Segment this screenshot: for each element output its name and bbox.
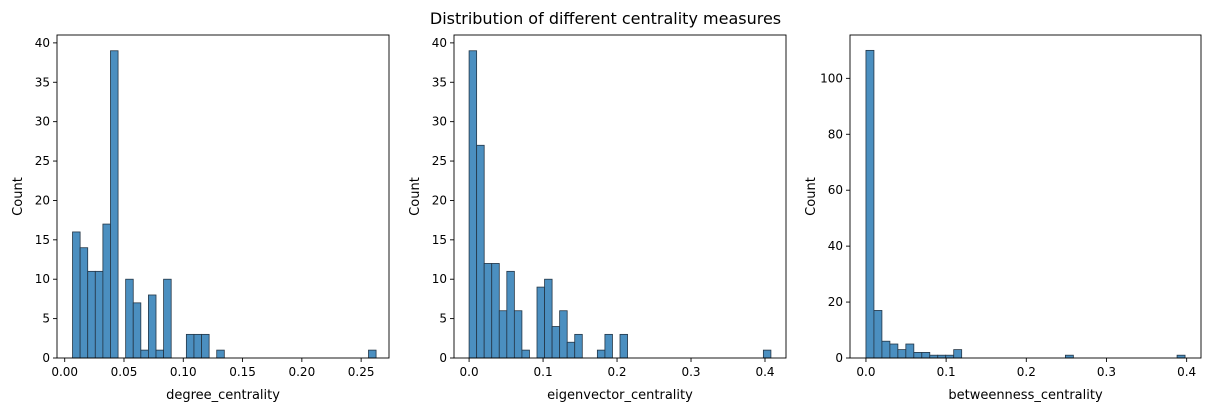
histogram-panel-1: 0.00 0.05 0.10 0.15 0.20 0.25 0 5 10 15 20 25 30 35 40…: [11, 34, 390, 403]
y-tick-label: 20: [35, 193, 50, 207]
figure-title: Distribution of different centrality mea…: [430, 9, 781, 28]
y-tick-label: 15: [432, 233, 447, 247]
histogram-bar: [513, 310, 523, 359]
y-tick-label: 40: [35, 36, 50, 50]
x-tick-label: 0.4: [1177, 365, 1196, 379]
axes-frame: [453, 34, 787, 359]
x-axis-label: betweenness_centrality: [948, 388, 1103, 403]
histogram-bar: [921, 352, 931, 359]
histogram-bar: [79, 247, 89, 359]
x-tick-label: 0.20: [288, 365, 315, 379]
histogram-bar: [368, 349, 377, 359]
histogram-bar: [491, 263, 500, 359]
histogram-bar: [483, 263, 493, 359]
x-tick-label: 0.4: [755, 365, 774, 379]
histogram-bar: [87, 270, 96, 359]
x-tick-label: 0.0: [460, 365, 479, 379]
histogram-bar: [881, 340, 891, 359]
histogram-bar: [125, 278, 134, 359]
y-tick-label: 60: [828, 183, 843, 197]
histogram-bar: [193, 333, 202, 359]
histogram-bar: [905, 343, 915, 359]
x-tick-label: 0.1: [937, 365, 956, 379]
y-tick-label: 20: [828, 295, 843, 309]
histogram-bar: [574, 333, 583, 359]
histogram-bar: [873, 310, 883, 359]
y-tick-label: 0: [42, 351, 50, 365]
histogram-bar: [185, 333, 195, 359]
y-tick-label: 5: [42, 312, 50, 326]
histogram-bar: [913, 352, 923, 359]
histogram-bar: [163, 278, 172, 359]
y-tick-label: 80: [828, 127, 843, 141]
histogram-bar: [498, 310, 508, 359]
histogram-bar: [201, 333, 210, 359]
histogram-bar: [140, 349, 149, 359]
x-tick-label: 0.2: [607, 365, 626, 379]
y-tick-label: 10: [35, 272, 50, 286]
histogram-bar: [596, 349, 606, 359]
y-tick-label: 35: [35, 75, 50, 89]
y-tick-label: 40: [432, 36, 447, 50]
histogram-bar: [604, 333, 613, 359]
y-tick-label: 20: [432, 193, 447, 207]
histogram-bar: [216, 349, 225, 359]
x-tick-label: 0.25: [348, 365, 375, 379]
x-tick-label: 0.10: [170, 365, 197, 379]
histogram-bar: [551, 326, 561, 359]
x-tick-label: 0.05: [111, 365, 138, 379]
y-tick-label: 10: [432, 272, 447, 286]
histogram-bar: [536, 286, 545, 359]
x-tick-label: 0.1: [534, 365, 553, 379]
histogram-bar: [132, 302, 142, 359]
histogram-panel-3: 0.0 0.1 0.2 0.3 0.4 0 20 40 60 80 100 betweenness_c…: [804, 34, 1202, 403]
x-tick-label: 0.0: [856, 365, 875, 379]
y-tick-label: 40: [828, 239, 843, 253]
histogram-bar: [762, 349, 772, 359]
histogram-bar: [953, 349, 963, 359]
histogram-bar: [559, 310, 568, 359]
axes-frame: [56, 34, 390, 359]
y-axis-label: Count: [408, 177, 423, 216]
histogram-bar: [110, 50, 119, 359]
y-tick-label: 0: [835, 351, 843, 365]
x-axis-label: degree_centrality: [166, 388, 280, 403]
histogram-bar: [72, 231, 81, 359]
x-tick-label: 0.15: [229, 365, 256, 379]
histogram-bar: [476, 144, 485, 359]
x-tick-label: 0.3: [681, 365, 700, 379]
histogram-bar: [102, 223, 111, 359]
y-tick-label: 35: [432, 75, 447, 89]
y-tick-label: 30: [35, 115, 50, 129]
histogram-bar: [155, 349, 164, 359]
histogram-bar: [566, 341, 576, 359]
y-tick-label: 30: [432, 115, 447, 129]
histogram-bar: [897, 349, 907, 359]
y-tick-label: 5: [439, 312, 447, 326]
x-axis-label: eigenvector_centrality: [547, 388, 693, 403]
x-tick-label: 0.2: [1017, 365, 1036, 379]
histogram-panel-2: 0.0 0.1 0.2 0.3 0.4 0 5 10 15 20 25 30 35 40 eigenvect…: [408, 34, 787, 403]
histogram-bar: [506, 270, 515, 359]
y-tick-label: 25: [35, 154, 50, 168]
histogram-bar: [94, 270, 104, 359]
histogram-bar: [865, 49, 875, 359]
histogram-bar: [544, 278, 553, 359]
axes-frame: [849, 34, 1202, 359]
x-tick-label: 0.3: [1097, 365, 1116, 379]
y-tick-label: 100: [820, 71, 843, 85]
histogram-bar: [521, 349, 530, 359]
histogram-bar: [148, 294, 157, 359]
y-tick-label: 0: [439, 351, 447, 365]
y-axis-label: Count: [804, 177, 819, 216]
y-tick-label: 25: [432, 154, 447, 168]
x-tick-label: 0.00: [51, 365, 78, 379]
y-axis-label: Count: [11, 177, 26, 216]
histogram-bar: [889, 343, 899, 359]
histogram-bar: [468, 50, 478, 359]
y-tick-label: 15: [35, 233, 50, 247]
histogram-bar: [619, 333, 628, 359]
